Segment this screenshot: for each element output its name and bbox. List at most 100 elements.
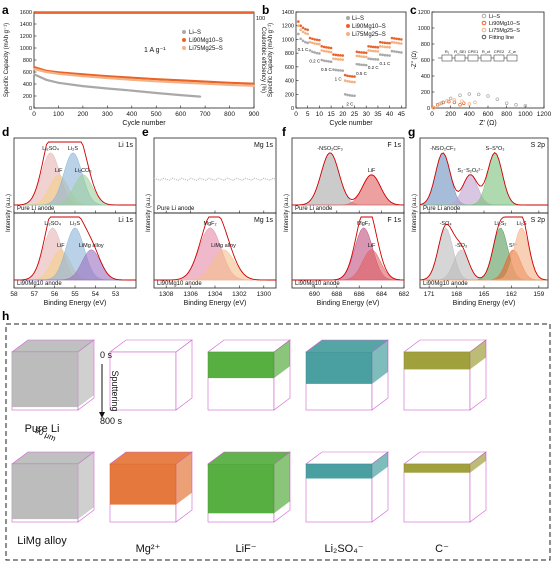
panel-g-subtitle-top: Pure Li anode — [423, 206, 461, 212]
panel-b: 0 5 10 15 20 25 30 35 40 450200400600800100012001… — [268, 10, 407, 127]
panel-b-point — [348, 94, 352, 97]
panel-b-point — [327, 60, 331, 63]
panel-c-point — [495, 97, 500, 101]
panel-b-point — [378, 53, 382, 56]
panel-b-point — [364, 51, 368, 55]
panel-b-point — [357, 50, 361, 54]
panel-b-rate-label: 0.2 C — [368, 65, 380, 70]
panel-a-xtick-label: 500 — [151, 111, 162, 118]
panel-b-point — [325, 50, 328, 53]
panel-c-circuit-label: Z_w — [508, 49, 516, 54]
panel-d-bottom-xtick-label: 58 — [10, 291, 18, 298]
panel-g-peak-label: -NSO₂CF₃ — [430, 146, 455, 152]
panel-b-point — [346, 93, 349, 97]
panel-a-legend-label: Li75Mg25–S — [189, 46, 223, 52]
panel-b-point — [367, 57, 370, 60]
panel-a-ylabel2: Coulombic efficiency (%) — [260, 27, 266, 93]
panel-b-point — [299, 28, 302, 32]
panel-b-point — [390, 40, 394, 44]
panel-b-point — [346, 74, 349, 78]
panel-b-xtick-label: 5 — [306, 111, 310, 118]
panel-a-point — [33, 73, 36, 76]
panel-b-point — [357, 63, 361, 66]
panel-f-peak-label: -NSO₂CF₃ — [317, 146, 342, 152]
panel-g-peak-label: S–S*O₃ — [485, 146, 504, 152]
panel-b-point — [360, 63, 363, 67]
panel-b-xtick-label: 35 — [374, 111, 382, 118]
panel-e-title-top: Mg 1s — [254, 142, 274, 149]
panel-b-point — [378, 44, 382, 48]
panel-b-point — [341, 54, 345, 57]
cube-side-fill — [78, 452, 94, 520]
panel-h-sample-label: LiMg alloy — [17, 535, 67, 547]
panel-b-ytick-label: 600 — [285, 65, 294, 71]
panel-b-point — [369, 57, 373, 61]
panel-b-xtick-label: 0 — [294, 111, 298, 118]
panel-g-title-top: S 2p — [531, 142, 546, 149]
panel-b-point — [304, 31, 307, 35]
panel-b-point — [390, 49, 394, 53]
panel-b-point — [364, 55, 368, 59]
panel-d-peak — [14, 227, 136, 281]
panel-b-point — [376, 58, 380, 61]
panel-c-legend-label: Li90Mg10–S — [489, 21, 520, 27]
panel-a-point — [33, 68, 36, 70]
panel-b-rate-label: 0.5 C — [321, 67, 333, 72]
panel-h-cube — [207, 339, 291, 411]
panel-c-circuit-element — [467, 54, 479, 62]
panel-b-point — [355, 50, 359, 54]
panel-b-point — [301, 26, 305, 30]
panel-d-peak-label: Li₂SO₄ — [42, 146, 59, 152]
panel-b-point — [385, 41, 389, 45]
panel-d-bottom-xtick-label: 56 — [51, 291, 59, 298]
panel-b-point — [322, 49, 326, 53]
panel-b-point — [346, 79, 349, 83]
panel-h-time-end: 800 s — [100, 416, 123, 426]
panel-e-title-bottom: Mg 1s — [254, 217, 274, 224]
panel-b-point — [360, 51, 363, 54]
panel-b-point — [376, 50, 380, 53]
panel-c-circuit-label: CPE1 — [468, 49, 479, 54]
cube-front-face — [109, 351, 177, 411]
panel-letter-b: b — [262, 3, 269, 17]
panel-b-point — [360, 55, 363, 58]
panel-d-bottom-xtick-label: 57 — [31, 291, 39, 298]
panel-c-point — [473, 100, 477, 105]
panel-g-bottom-xtick-label: 168 — [451, 291, 462, 298]
panel-h-axis-label: Sputtering — [110, 370, 120, 411]
panel-c-point — [461, 101, 466, 105]
cube-side-fill — [372, 340, 388, 384]
panel-a-frame — [33, 11, 255, 109]
panel-a-xtick-label: 300 — [102, 111, 113, 118]
panel-a-legend-marker — [182, 30, 186, 34]
charts-layer: 0 100 200 300 400 500 600 700 800 900020040060080… — [4, 10, 552, 307]
panel-a-ytick-label: 600 — [23, 70, 32, 76]
panel-b-point — [301, 30, 305, 34]
panel-h-species-label: Li₂SO₄⁻ — [324, 543, 363, 555]
panel-g-title-bottom: S 2p — [531, 217, 546, 224]
cube-side-fill — [274, 452, 290, 514]
panel-f-ylabel: Intensity (a.u.) — [284, 194, 290, 232]
panel-a-xtick-label: 700 — [200, 111, 211, 118]
panel-a-point — [130, 76, 133, 79]
panel-g-bottom-xtick-label: 162 — [506, 291, 517, 298]
panel-c-point — [452, 100, 457, 105]
panel-h-species-label: LiF⁻ — [235, 543, 256, 555]
panel-c-xtick-label: 400 — [464, 111, 475, 118]
panel-g-subtitle-bottom: Li90Mg10 anode — [423, 281, 468, 287]
panel-a-xlabel: Cycle number — [122, 120, 166, 127]
panel-c-ytick-label: 200 — [421, 90, 430, 96]
panel-b-point — [388, 54, 391, 57]
panel-h-sample-label: Pure Li — [25, 423, 60, 435]
panel-b-point — [381, 45, 384, 48]
panel-c-legend-label: Fitting line — [489, 35, 514, 41]
panel-b-point — [343, 79, 347, 82]
panel-b-point — [322, 45, 326, 49]
panel-d-subtitle-bottom: Li90Mg10 anode — [17, 281, 62, 287]
panel-f-bottom-xtick-label: 690 — [309, 291, 320, 298]
panel-b-ylabel: Specific Capacity (mAh g⁻¹) — [268, 23, 274, 97]
panel-a-ytick-label: 1600 — [20, 10, 32, 16]
cube-fill — [306, 464, 372, 479]
panel-d-subtitle-top: Pure Li anode — [17, 206, 55, 212]
